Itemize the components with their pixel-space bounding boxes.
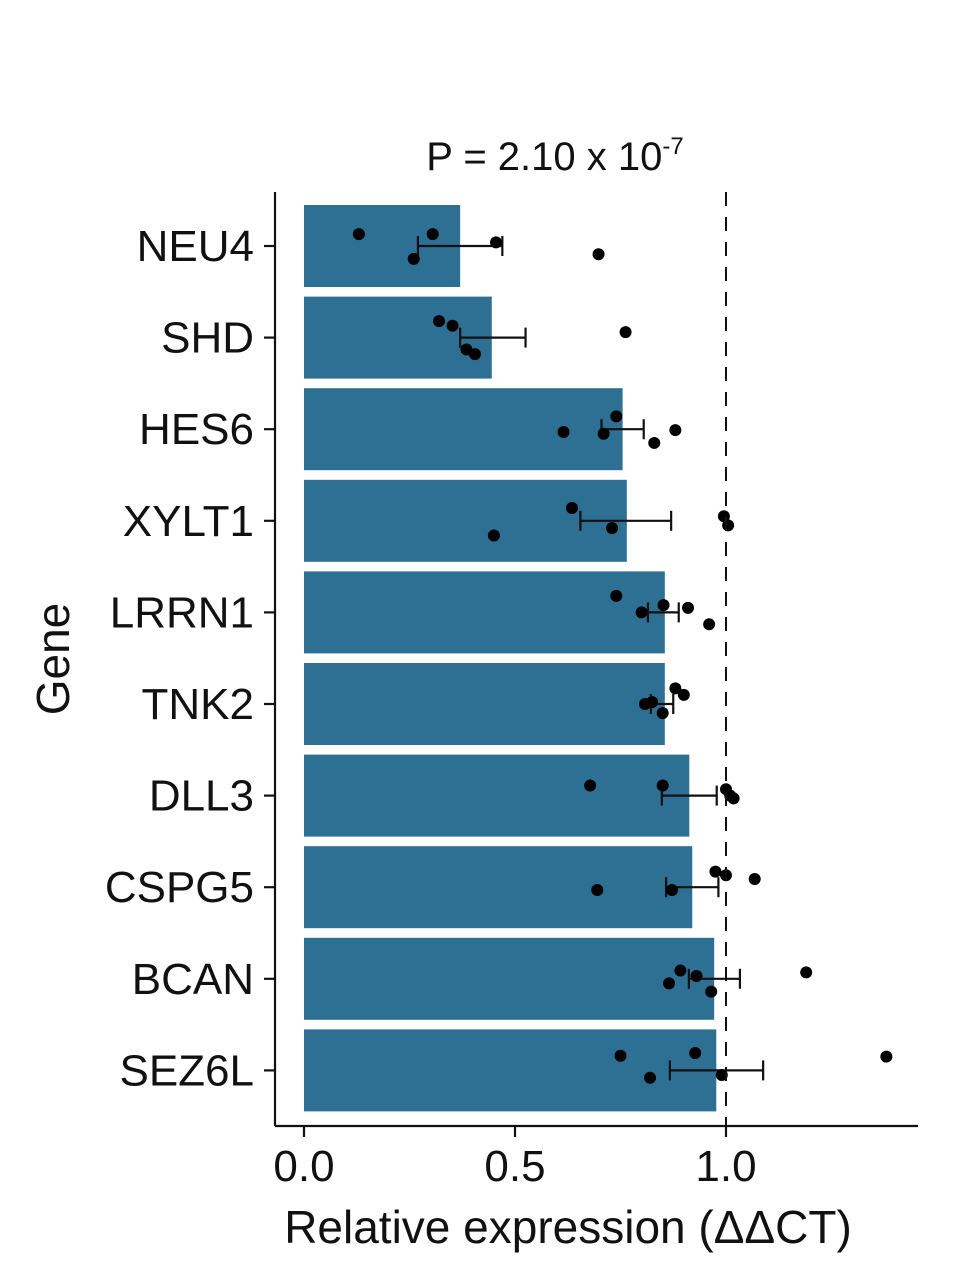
data-point-hes6-3 (610, 410, 623, 423)
bar-bcan (304, 937, 715, 1020)
data-point-shd-4 (468, 348, 481, 361)
bar-lrrn1 (304, 571, 665, 654)
bar-tnk2 (304, 663, 665, 745)
y-tick-label-cspg5: CSPG5 (105, 863, 254, 912)
data-point-hes6-5 (669, 424, 682, 437)
data-point-neu4-3 (407, 252, 420, 265)
data-point-hes6-4 (648, 436, 661, 449)
data-point-lrrn1-3 (657, 599, 670, 612)
data-point-bcan-3 (690, 970, 703, 983)
data-point-shd-1 (433, 315, 446, 328)
data-point-sez6l-1 (614, 1049, 627, 1062)
data-point-xylt1-1 (487, 529, 500, 542)
data-point-cspg5-3 (709, 865, 722, 878)
bar-hes6 (304, 388, 623, 471)
data-point-dll3-5 (727, 792, 740, 805)
data-point-tnk2-2 (646, 696, 659, 709)
data-point-hes6-2 (597, 427, 610, 440)
data-point-dll3-1 (584, 779, 597, 792)
x-ticks-layer: 0.0 0.5 1.0 (273, 1126, 757, 1191)
data-point-xylt1-5 (722, 519, 735, 532)
data-point-neu4-2 (426, 228, 439, 241)
y-tick-label-hes6: HES6 (139, 405, 254, 454)
data-point-bcan-5 (800, 966, 813, 979)
data-point-lrrn1-2 (635, 606, 648, 619)
title-exponent: -7 (662, 133, 683, 160)
data-point-lrrn1-1 (610, 589, 623, 602)
data-point-neu4-5 (592, 248, 605, 261)
bar-cspg5 (304, 846, 693, 929)
data-point-hes6-1 (557, 425, 570, 438)
x-tick-label-1: 0.5 (484, 1142, 545, 1191)
y-tick-label-neu4: NEU4 (137, 222, 254, 271)
y-tick-label-xylt1: XYLT1 (123, 497, 254, 546)
data-point-tnk2-3 (669, 682, 682, 695)
data-point-bcan-4 (705, 985, 718, 998)
y-axis-label: Gene (27, 603, 79, 716)
y-tick-label-lrrn1: LRRN1 (110, 588, 254, 637)
y-tick-label-sez6l: SEZ6L (119, 1046, 254, 1095)
x-tick-label-0: 0.0 (273, 1142, 334, 1191)
data-point-shd-5 (619, 326, 632, 339)
x-tick-label-2: 1.0 (695, 1142, 756, 1191)
data-point-sez6l-3 (689, 1046, 702, 1059)
y-tick-label-dll3: DLL3 (149, 772, 254, 821)
data-point-dll3-2 (656, 779, 669, 792)
data-point-xylt1-2 (565, 501, 578, 514)
y-tick-label-shd: SHD (161, 314, 254, 363)
data-point-cspg5-5 (748, 872, 761, 885)
data-point-sez6l-5 (880, 1050, 893, 1063)
data-point-shd-2 (446, 319, 459, 332)
chart-title: P = 2.10 x 10-7 (426, 133, 683, 179)
y-ticks-layer: NEU4 SHD HES6 XYLT1 LRRN1 TNK2 DLL3 CSPG5 BCAN SE… (105, 222, 275, 1095)
data-point-xylt1-3 (606, 522, 619, 535)
data-point-bcan-1 (663, 977, 676, 990)
bars-layer (304, 205, 717, 1112)
bar-sez6l (304, 1029, 717, 1112)
data-point-cspg5-2 (665, 883, 678, 896)
data-point-tnk2-5 (656, 707, 669, 720)
data-point-tnk2-4 (677, 688, 690, 701)
data-point-bcan-2 (674, 964, 687, 977)
data-point-lrrn1-4 (682, 601, 695, 614)
data-point-neu4-4 (490, 236, 503, 249)
y-tick-label-bcan: BCAN (132, 955, 254, 1004)
bar-xylt1 (304, 479, 627, 562)
bar-dll3 (304, 754, 690, 837)
title-main: P = 2.10 x 10 (426, 135, 662, 179)
data-point-cspg5-1 (591, 883, 604, 896)
y-tick-label-tnk2: TNK2 (142, 680, 254, 729)
data-point-sez6l-2 (644, 1071, 657, 1084)
data-point-sez6l-4 (715, 1068, 728, 1081)
data-point-lrrn1-5 (703, 618, 716, 631)
points-layer (352, 228, 893, 1084)
data-point-neu4-1 (352, 228, 365, 241)
x-axis-label: Relative expression (ΔΔCT) (284, 1201, 852, 1253)
